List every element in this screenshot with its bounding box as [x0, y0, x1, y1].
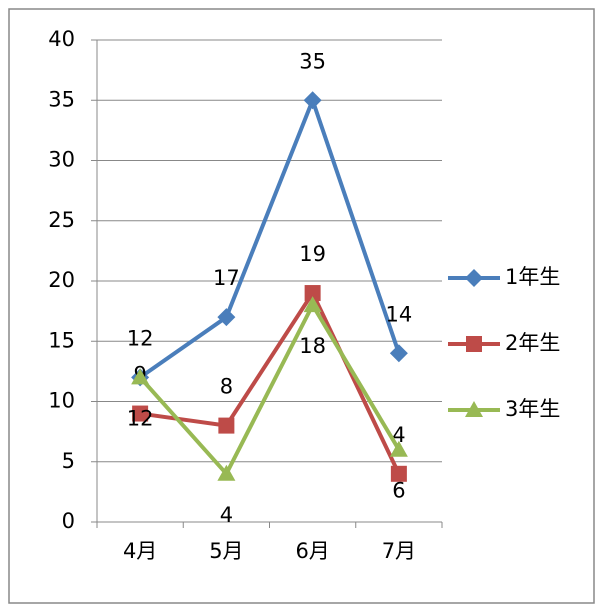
y-tick-label: 30: [48, 148, 75, 172]
y-tick-label: 40: [48, 27, 75, 51]
x-tick-label: 7月: [382, 539, 416, 563]
x-tick-label: 5月: [209, 539, 243, 563]
marker: [218, 417, 235, 434]
x-tick-label: 6月: [295, 539, 329, 563]
legend-label: 2年生: [505, 331, 560, 355]
series-line: [139, 288, 401, 475]
marker: [131, 368, 150, 385]
chart-border: [8, 8, 595, 604]
data-label: 8: [220, 375, 233, 399]
marker: [465, 401, 483, 417]
data-label: 12: [127, 406, 154, 430]
marker: [217, 464, 236, 481]
marker: [389, 440, 408, 457]
marker: [303, 91, 322, 110]
y-tick-label: 15: [48, 328, 75, 352]
marker: [465, 269, 483, 287]
data-label: 35: [299, 49, 326, 73]
y-tick-label: 10: [48, 389, 75, 413]
marker: [303, 296, 322, 313]
marker: [217, 308, 236, 327]
marker: [466, 336, 482, 352]
marker: [132, 405, 149, 422]
legend-label: 3年生: [505, 397, 560, 421]
data-label: 14: [386, 302, 413, 326]
y-tick-label: 20: [48, 268, 75, 292]
y-tick-label: 5: [62, 449, 75, 473]
legend-label: 1年生: [505, 265, 560, 289]
marker: [304, 285, 321, 302]
series-line: [138, 300, 401, 478]
y-tick-label: 0: [62, 509, 75, 533]
x-tick-label: 4月: [123, 539, 157, 563]
data-label: 12: [127, 326, 154, 350]
marker: [389, 344, 408, 363]
data-label: 18: [299, 334, 326, 358]
series-line: [138, 94, 401, 380]
data-label: 17: [213, 266, 240, 290]
y-tick-label: 35: [48, 87, 75, 111]
data-label: 19: [299, 242, 326, 266]
marker: [390, 465, 407, 482]
y-tick-label: 25: [48, 208, 75, 232]
data-label: 6: [392, 479, 405, 503]
data-label: 4: [220, 503, 233, 527]
